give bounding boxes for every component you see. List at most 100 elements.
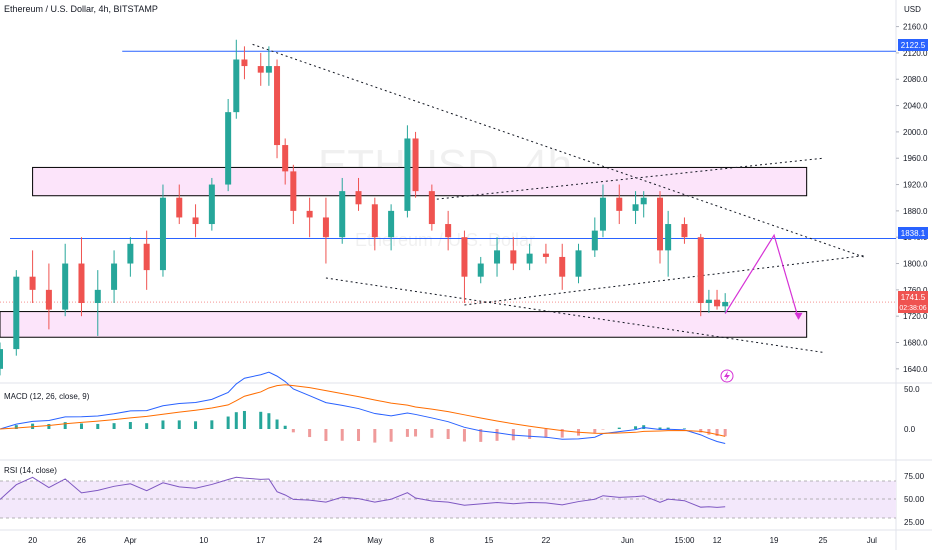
time-axis-label: 22 xyxy=(541,536,550,545)
time-axis-label: Jun xyxy=(621,536,634,545)
rsi-band xyxy=(0,481,896,518)
candle-body xyxy=(542,253,549,257)
rsi-label: RSI (14, close) xyxy=(4,466,57,475)
candle-body xyxy=(640,197,647,205)
candle-body xyxy=(143,243,150,271)
time-axis-label: May xyxy=(367,536,382,545)
candle-body xyxy=(616,197,623,211)
candle-body xyxy=(241,59,248,67)
candle-body xyxy=(412,138,419,192)
candle-body xyxy=(494,250,501,264)
time-axis-label: Jul xyxy=(867,536,877,545)
macd-histogram-bar xyxy=(593,429,597,433)
macd-histogram-bar xyxy=(528,429,532,439)
time-axis-label: Apr xyxy=(124,536,137,545)
time-axis-label: 10 xyxy=(199,536,208,545)
time-axis-label: 25 xyxy=(819,536,828,545)
time-axis-label: 19 xyxy=(770,536,779,545)
candle-body xyxy=(665,224,672,251)
candle-body xyxy=(322,217,329,238)
candle-body xyxy=(599,197,606,231)
macd-histogram-bar xyxy=(194,421,198,429)
macd-histogram-bar xyxy=(210,420,214,429)
candle-body xyxy=(591,230,598,251)
rsi-tick-75: 75.00 xyxy=(904,472,925,481)
macd-histogram-bar xyxy=(658,427,662,429)
candle-body xyxy=(461,237,468,277)
macd-histogram-bar xyxy=(446,429,450,440)
macd-histogram-bar xyxy=(259,411,263,429)
projection-path xyxy=(724,233,800,319)
candle-body xyxy=(445,224,452,238)
macd-histogram-bar xyxy=(47,424,51,429)
candle-body xyxy=(282,145,289,172)
rsi-tick-25: 25.00 xyxy=(904,518,925,527)
macd-line xyxy=(0,371,726,445)
macd-histogram-bar xyxy=(340,429,344,441)
candle-body xyxy=(208,184,215,225)
time-axis-label: 8 xyxy=(430,536,435,545)
candle-body xyxy=(274,66,281,146)
price-tick-label: 1800.0 xyxy=(903,260,928,269)
candle-body xyxy=(159,197,166,271)
time-axis-label: 20 xyxy=(28,536,37,545)
candle-body xyxy=(257,66,264,73)
macd-histogram-bar xyxy=(462,429,466,442)
currency-label: USD xyxy=(904,5,921,14)
candle-body xyxy=(339,191,346,238)
candle-body xyxy=(78,263,85,304)
candle-body xyxy=(0,349,3,369)
candle-body xyxy=(225,112,232,185)
macd-histogram-bar xyxy=(275,419,279,429)
price-tick-label: 1720.0 xyxy=(903,312,928,321)
candle-body xyxy=(111,263,118,290)
price-tick-label: 2120.0 xyxy=(903,49,928,58)
rsi-line xyxy=(0,476,726,508)
macd-histogram-bar xyxy=(560,429,564,438)
macd-histogram-bar xyxy=(544,429,548,438)
macd-histogram-bar xyxy=(414,429,418,437)
candle-body xyxy=(290,171,297,211)
zone-1 xyxy=(0,311,808,338)
macd-histogram-bar xyxy=(291,429,295,433)
time-axis-label: 26 xyxy=(77,536,86,545)
price-tick-label: 1920.0 xyxy=(903,181,928,190)
price-tick-label: 2160.0 xyxy=(903,23,928,32)
price-tick-label: 2000.0 xyxy=(903,128,928,137)
macd-histogram-bar xyxy=(79,423,83,429)
macd-histogram-bar xyxy=(682,428,686,429)
price-tick-label: 1960.0 xyxy=(903,154,928,163)
mid-price-label: 1838.1 xyxy=(901,229,926,238)
macd-histogram-bar xyxy=(226,416,230,429)
candle-body xyxy=(192,217,199,225)
current-price-tag: 1741.5 02:38:06 xyxy=(898,291,928,313)
time-axis-label: 24 xyxy=(313,536,322,545)
macd-histogram-bar xyxy=(495,429,499,441)
macd-histogram-bar xyxy=(63,422,67,429)
macd-histogram-bar xyxy=(715,429,719,437)
macd-histogram-bar xyxy=(112,423,116,429)
candle-body xyxy=(510,250,517,264)
candle-body xyxy=(355,191,362,205)
lightning-icon[interactable] xyxy=(720,369,734,383)
macd-histogram-bar xyxy=(324,429,328,442)
time-axis-label: 12 xyxy=(713,536,722,545)
candle-body xyxy=(526,253,533,264)
candle-body xyxy=(94,289,101,304)
candle-body xyxy=(233,59,240,113)
candle-body xyxy=(697,237,704,304)
trendline-1 xyxy=(325,277,824,353)
macd-histogram-bar xyxy=(373,429,377,443)
macd-histogram-bar xyxy=(96,423,100,429)
macd-histogram-bar xyxy=(601,429,605,430)
macd-histogram-bar xyxy=(617,427,621,429)
candle-body xyxy=(62,263,69,310)
rsi-tick-50: 50.00 xyxy=(904,495,925,504)
price-tick-label: 2040.0 xyxy=(903,102,928,111)
macd-histogram-bar xyxy=(634,426,638,429)
candle-body xyxy=(714,299,721,307)
macd-tick-50: 50.0 xyxy=(904,385,920,394)
macd-histogram-bar xyxy=(699,429,703,433)
